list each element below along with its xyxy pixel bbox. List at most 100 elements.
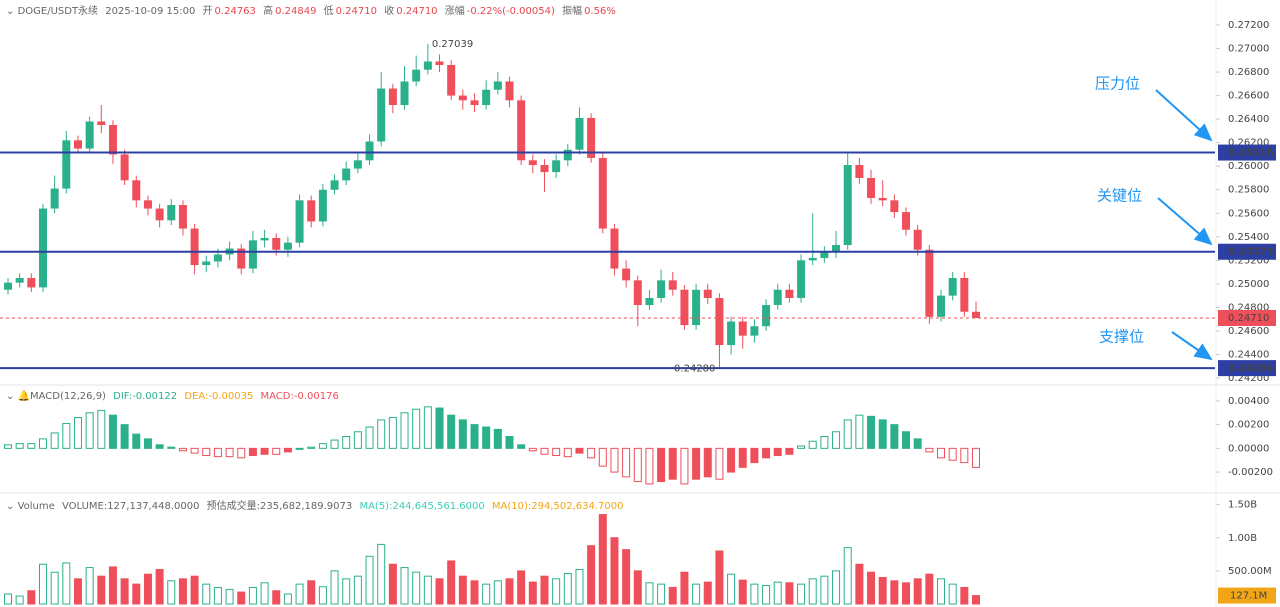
current-price-box (1218, 309, 1276, 326)
volume-header: ⌄ Volume VOLUME:127,137,448.0000 预估成交量:2… (6, 499, 624, 512)
macd-bar (202, 447, 211, 456)
volume-bar (353, 575, 362, 605)
macd-bar (843, 419, 852, 449)
macd-bar (890, 424, 899, 449)
volume-bar (237, 591, 246, 605)
level-label-box (1218, 360, 1276, 377)
y-tick-label: 0.27000 (1228, 44, 1269, 55)
candle-body (610, 228, 619, 269)
candle-body (50, 188, 59, 209)
volume-bar (773, 581, 782, 605)
candle-body (727, 321, 736, 346)
y-tick-label: 0.00400 (1228, 396, 1269, 407)
y-tick-label: 1.00B (1228, 533, 1257, 544)
candle-body (388, 88, 397, 106)
volume-current-box (1218, 587, 1276, 604)
volume-current-label: 127.1M (1230, 591, 1267, 602)
candle-body (307, 200, 316, 222)
macd-bar (213, 447, 222, 458)
macd-bar (505, 436, 514, 449)
candle-body (937, 295, 946, 317)
y-tick-label: 0.24800 (1228, 302, 1269, 313)
candle-body (27, 277, 36, 288)
macd-bar (50, 432, 59, 449)
volume-bar (85, 567, 94, 605)
candle-body (622, 268, 631, 281)
volume-bar (412, 571, 421, 605)
macd-bar (622, 447, 631, 478)
y-tick-label: 0.25000 (1228, 279, 1269, 290)
annotation: 支撑位 (1099, 328, 1144, 346)
macd-bar (727, 447, 736, 473)
macd-bar (925, 447, 934, 453)
volume-bar (447, 560, 456, 605)
volume-bar (633, 570, 642, 605)
macd-bar (762, 447, 771, 459)
volume-bar (470, 580, 479, 605)
candle-body (4, 282, 12, 290)
volume-bar (540, 575, 549, 605)
candle-body (377, 88, 386, 142)
level-label-box (1218, 243, 1276, 260)
volume-bar (400, 567, 409, 605)
candle-body (528, 160, 537, 166)
macd-bar (878, 419, 887, 449)
candle-body (120, 154, 129, 181)
candle-body (913, 229, 922, 250)
macd-header: ⌄ 🔔MACD(12,26,9) DIF:-0.00122 DEA:-0.000… (6, 390, 339, 402)
macd-bar (108, 414, 117, 449)
volume-bar (435, 578, 444, 605)
candle-body (785, 289, 794, 298)
y-tick-label: 0.25600 (1228, 208, 1269, 219)
macd-bar (552, 447, 561, 456)
candle-body (948, 277, 957, 296)
candle-body (972, 311, 980, 318)
volume-bar (727, 573, 736, 605)
candle-body (598, 157, 607, 229)
volume-bar (342, 578, 351, 605)
y-tick-label: 0.25200 (1228, 255, 1269, 266)
macd-bar (167, 446, 176, 449)
volume-bar (225, 588, 234, 605)
candle-body (167, 205, 176, 221)
candle-body (400, 81, 409, 106)
volume-bar (738, 579, 747, 605)
macd-bar (27, 443, 36, 449)
macd-bar (808, 440, 817, 449)
volume-bar (377, 543, 386, 605)
candle-body (715, 297, 724, 346)
volume-bar (552, 578, 561, 605)
volume-bar (622, 549, 631, 605)
macd-bar (342, 436, 351, 449)
macd-bar (365, 426, 374, 449)
volume-bar (283, 593, 292, 605)
macd-bar (633, 447, 642, 483)
candle-body (680, 289, 689, 326)
volume-bar (190, 575, 199, 605)
extreme-label: 0.24280 (674, 364, 715, 375)
macd-bar (190, 447, 199, 454)
macd-bar (412, 408, 421, 449)
macd-bar (937, 447, 946, 459)
candle-body (260, 237, 269, 241)
volume-bar (120, 578, 129, 605)
current-price-label: 0.24710 (1228, 313, 1269, 324)
macd-bar (867, 415, 876, 449)
y-tick-label: 0.27200 (1228, 20, 1269, 31)
y-tick-label: 0.24600 (1228, 326, 1269, 337)
macd-bar (972, 447, 980, 468)
volume-bar (155, 569, 164, 605)
macd-bar (283, 447, 292, 453)
candle-body (97, 121, 106, 126)
volume-bar (692, 583, 701, 605)
macd-bar (668, 447, 677, 480)
candle-body (85, 121, 94, 149)
candle-body (960, 277, 969, 312)
y-tick-label: 0.24400 (1228, 349, 1269, 360)
macd-bar (330, 439, 339, 449)
macd-bar (295, 447, 304, 450)
macd-bar (797, 445, 806, 449)
candle-body (820, 252, 829, 258)
volume-bar (260, 582, 269, 605)
arrow (1155, 89, 1213, 142)
